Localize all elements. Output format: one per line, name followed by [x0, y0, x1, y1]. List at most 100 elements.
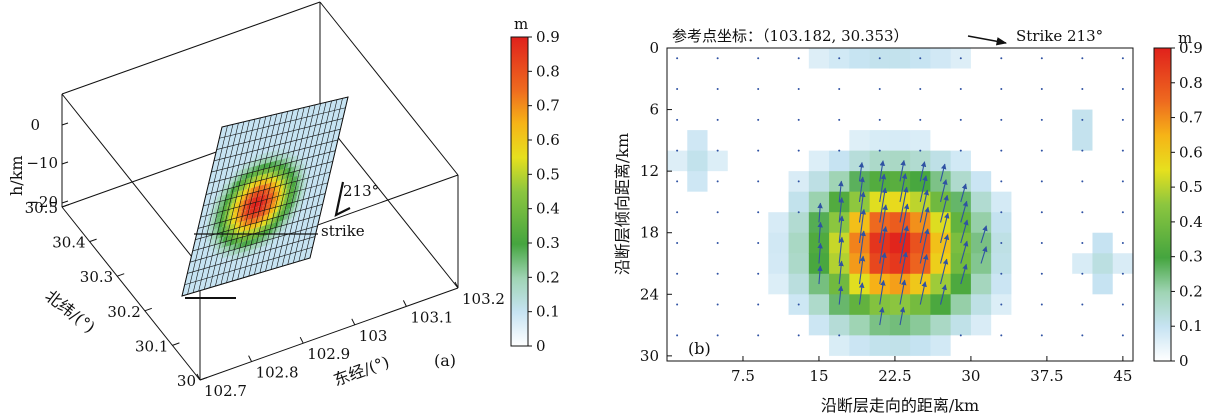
- plane-cell: [283, 213, 289, 221]
- heat-cell: [889, 109, 911, 131]
- grid-dot: [716, 272, 719, 275]
- plane-cell: [273, 154, 279, 162]
- heat-cell: [1051, 130, 1073, 152]
- heat-cell: [910, 232, 931, 254]
- heat-cell: [687, 150, 709, 172]
- slip-vector: [817, 202, 823, 223]
- plane-cell: [268, 207, 275, 215]
- heat-cell: [707, 355, 729, 377]
- heat-cell: [1051, 232, 1073, 254]
- slip-vector: [939, 179, 948, 203]
- heat-cell: [869, 314, 891, 336]
- plane-cell: [224, 177, 230, 185]
- heat-cell: [829, 171, 850, 193]
- grid-dot: [1000, 272, 1003, 275]
- plane-grid-line: [242, 112, 283, 278]
- grid-dot: [1000, 57, 1003, 60]
- grid-dot: [1040, 272, 1043, 275]
- heat-cell: [768, 171, 790, 193]
- plane-cell: [258, 169, 264, 176]
- plane-cell: [228, 244, 234, 252]
- heat-cell: [727, 130, 749, 152]
- heat-cell: [788, 253, 810, 275]
- plane-cell: [289, 186, 296, 194]
- plane-cell: [249, 238, 256, 246]
- grid-dot: [1040, 211, 1043, 214]
- grid-dot: [1000, 149, 1003, 152]
- heat-cell: [707, 130, 729, 152]
- plane-cell: [210, 233, 217, 241]
- plane-grid-line: [219, 107, 346, 139]
- plane-cell: [281, 219, 288, 226]
- heat-cell: [930, 48, 952, 70]
- plane-cell: [256, 226, 262, 233]
- z-axis-label: h/km: [7, 155, 26, 196]
- heat-cell: [1031, 253, 1053, 275]
- heat-cell: [748, 130, 769, 152]
- plane-cell: [273, 185, 280, 193]
- heat-cell: [889, 212, 911, 234]
- grid-dot: [1121, 211, 1124, 214]
- heat-cell: [768, 130, 790, 152]
- grid-dot: [757, 272, 760, 275]
- slip-vector: [939, 212, 950, 244]
- strike-arrow-label: Strike 213°: [1016, 27, 1103, 45]
- plane-cell: [232, 227, 238, 235]
- plane-cell: [267, 212, 274, 220]
- heat-cell: [889, 68, 911, 90]
- heat-cell: [667, 68, 688, 90]
- plane-cell: [270, 202, 276, 209]
- grid-dot: [1040, 57, 1043, 60]
- plane-cell: [287, 197, 293, 205]
- heat-cell: [1112, 150, 1134, 172]
- grid-dot: [676, 272, 679, 275]
- grid-dot: [1000, 211, 1003, 214]
- heat-cell: [849, 273, 871, 295]
- grid-dot: [1040, 180, 1043, 183]
- colorbar-a: 0 0.1 0.2 0.3 0.4 0.5 0.6 0.7 0.8 0.9 m: [510, 15, 560, 355]
- heat-cell: [748, 335, 769, 357]
- slip-vector: [838, 260, 844, 285]
- heat-cell: [1092, 68, 1114, 90]
- heat-cell: [1031, 68, 1053, 90]
- slip-vector: [899, 251, 908, 285]
- heat-cell: [748, 68, 769, 90]
- grid-dot: [1121, 272, 1124, 275]
- y-tick-label: 24: [640, 285, 659, 303]
- grid-dot: [1000, 118, 1003, 121]
- grid-dot: [1040, 118, 1043, 121]
- plane-grid-line: [198, 123, 239, 292]
- heat-cell: [950, 89, 972, 111]
- x-axis-label-b: 沿断层走向的距离/km: [821, 396, 979, 415]
- heat-cell: [1072, 150, 1094, 172]
- heat-cell: [1011, 294, 1033, 316]
- grid-dot: [797, 57, 800, 60]
- x-ticks: 7.5 15 22.5 30 37.5 45: [731, 356, 1132, 385]
- heat-cell: [930, 232, 952, 254]
- plane-grid-line: [189, 225, 318, 263]
- colorbar-b-tick-label: 0.1: [1179, 317, 1203, 335]
- y-tick: [89, 238, 97, 243]
- grid-dot: [1081, 334, 1084, 337]
- heat-cell: [788, 232, 810, 254]
- heat-cell: [970, 89, 992, 111]
- heat-cell: [889, 314, 911, 336]
- heat-cell: [808, 335, 830, 357]
- grid-dot: [1121, 303, 1124, 306]
- colorbar-a-tick-label: 0.9: [536, 28, 560, 46]
- heat-cell: [727, 68, 749, 90]
- heat-cell: [1092, 253, 1114, 275]
- heat-cell: [950, 294, 972, 316]
- heat-cell: [768, 89, 790, 111]
- grid-dot: [716, 303, 719, 306]
- plane-cell: [270, 165, 277, 173]
- plane-cell: [277, 169, 284, 176]
- z-axis: 0 −10 −20 h/km: [7, 116, 69, 211]
- heat-cell: [910, 68, 931, 90]
- plane-cell: [247, 161, 254, 168]
- heat-cell: [849, 212, 871, 234]
- slip-vector: [817, 221, 823, 244]
- heat-cell: [1092, 294, 1114, 316]
- heat-cell: [991, 150, 1013, 172]
- heat-cell: [1112, 130, 1134, 152]
